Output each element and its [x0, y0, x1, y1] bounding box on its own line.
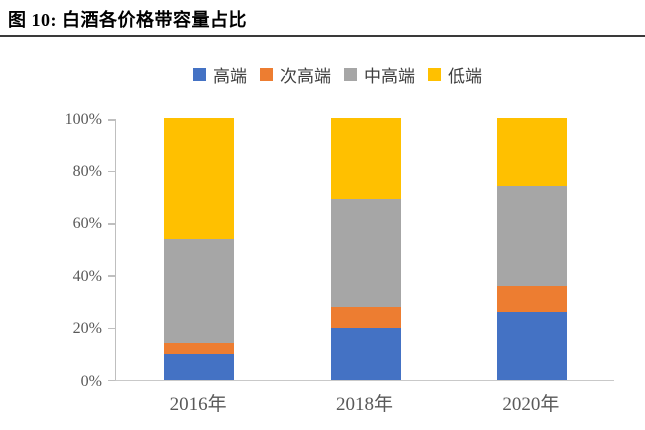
y-tick-mark	[108, 170, 115, 173]
bar-segment	[496, 118, 567, 187]
stacked-bar	[164, 118, 235, 380]
figure-title: 图 10: 白酒各价格带容量占比	[8, 6, 637, 32]
legend-item: 中高端	[344, 62, 415, 87]
y-tick-label: 0%	[80, 372, 102, 390]
bar-segment	[164, 343, 235, 354]
legend-label: 高端	[213, 67, 247, 86]
x-tick-label: 2018年	[335, 394, 393, 415]
legend-item: 高端	[193, 62, 247, 87]
bar-segment	[330, 327, 401, 380]
legend-swatch-icon	[428, 68, 441, 81]
y-tick-label: 80%	[72, 162, 102, 180]
x-tick-label: 2020年	[502, 394, 560, 415]
plot-area	[108, 118, 614, 381]
figure-title-text: 图 10: 白酒各价格带容量占比	[8, 10, 247, 30]
bar-segment	[164, 353, 235, 380]
y-tick-mark	[108, 327, 115, 330]
y-tick-label: 100%	[64, 110, 102, 128]
bar-segment	[330, 199, 401, 307]
title-divider	[0, 35, 645, 37]
legend-label: 次高端	[280, 67, 331, 86]
legend-item: 次高端	[260, 62, 331, 87]
x-axis-labels: 2016年 2018年 2020年	[115, 389, 614, 419]
y-tick-mark	[108, 223, 115, 225]
bar-segment	[330, 306, 401, 328]
legend-swatch-icon	[260, 68, 273, 81]
y-axis-labels: 0% 20% 40% 60% 80% 100%	[0, 111, 108, 390]
legend-label: 中高端	[364, 67, 415, 86]
bar-segment	[496, 311, 567, 380]
legend-swatch-icon	[344, 68, 357, 81]
bar-segment	[164, 238, 235, 344]
legend-label: 低端	[448, 67, 482, 86]
chart-legend: 高端 次高端 中高端 低端	[60, 62, 615, 87]
y-tick-mark	[108, 379, 115, 381]
y-tick-label: 20%	[72, 320, 102, 338]
y-tick-mark	[108, 275, 115, 277]
y-tick-mark	[108, 119, 115, 121]
y-tick-label: 40%	[72, 267, 102, 285]
stacked-bar	[330, 118, 401, 380]
bar-segment	[164, 118, 235, 239]
bar-segment	[496, 285, 567, 312]
bar-segment	[496, 186, 567, 286]
x-tick-label: 2016年	[169, 394, 227, 415]
bar-segment	[330, 118, 401, 200]
y-tick-label: 60%	[72, 215, 102, 233]
legend-item: 低端	[428, 62, 482, 87]
stacked-bar	[496, 118, 567, 380]
legend-swatch-icon	[193, 68, 206, 81]
